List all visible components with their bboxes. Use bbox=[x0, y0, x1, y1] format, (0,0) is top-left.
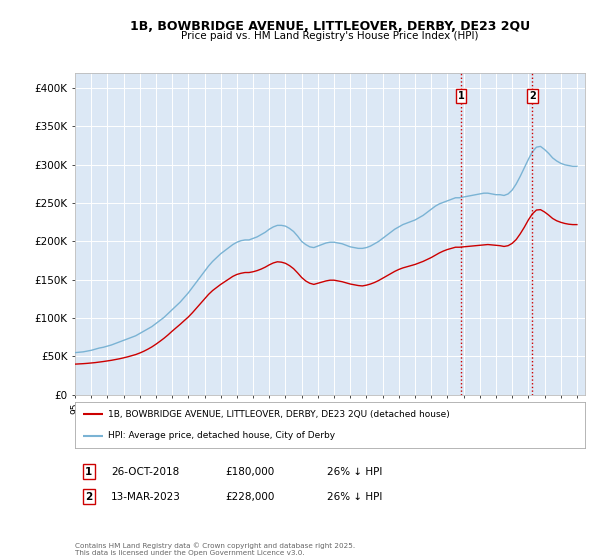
Text: HPI: Average price, detached house, City of Derby: HPI: Average price, detached house, City… bbox=[108, 431, 335, 440]
Text: 2: 2 bbox=[85, 492, 92, 502]
Text: 1: 1 bbox=[85, 466, 92, 477]
Text: £180,000: £180,000 bbox=[225, 466, 274, 477]
Text: 1B, BOWBRIDGE AVENUE, LITTLEOVER, DERBY, DE23 2QU: 1B, BOWBRIDGE AVENUE, LITTLEOVER, DERBY,… bbox=[130, 20, 530, 32]
Text: 26% ↓ HPI: 26% ↓ HPI bbox=[327, 492, 382, 502]
Text: 26-OCT-2018: 26-OCT-2018 bbox=[111, 466, 179, 477]
Text: Contains HM Land Registry data © Crown copyright and database right 2025.
This d: Contains HM Land Registry data © Crown c… bbox=[75, 542, 355, 556]
Text: 1B, BOWBRIDGE AVENUE, LITTLEOVER, DERBY, DE23 2QU (detached house): 1B, BOWBRIDGE AVENUE, LITTLEOVER, DERBY,… bbox=[108, 410, 450, 419]
Text: 1: 1 bbox=[457, 91, 464, 101]
Text: £228,000: £228,000 bbox=[225, 492, 274, 502]
Text: 13-MAR-2023: 13-MAR-2023 bbox=[111, 492, 181, 502]
Text: Price paid vs. HM Land Registry's House Price Index (HPI): Price paid vs. HM Land Registry's House … bbox=[181, 31, 479, 41]
Text: 2: 2 bbox=[529, 91, 536, 101]
Text: 26% ↓ HPI: 26% ↓ HPI bbox=[327, 466, 382, 477]
